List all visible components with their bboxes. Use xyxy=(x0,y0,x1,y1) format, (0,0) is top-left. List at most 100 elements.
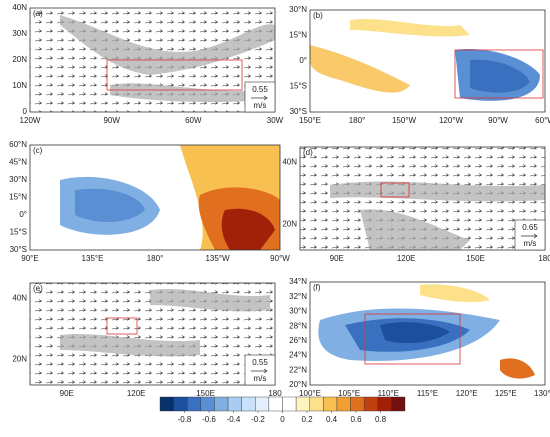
lat-label: 20°N xyxy=(289,380,307,389)
panel-a-field xyxy=(30,8,275,112)
panel-c-field xyxy=(60,145,280,250)
colorbar-box xyxy=(295,396,310,412)
colorbar-box xyxy=(391,396,406,412)
ref-unit: m/s xyxy=(254,374,267,383)
ref-unit: m/s xyxy=(524,239,537,248)
lon-label: 60°W xyxy=(535,116,550,125)
colorbar-label: 0.4 xyxy=(326,415,338,424)
panel-label: (f) xyxy=(313,283,321,292)
colorbar-box xyxy=(336,396,351,412)
lon-label: 30W xyxy=(267,116,284,125)
colorbar-box xyxy=(377,396,392,412)
lat-label: 10N xyxy=(12,81,27,90)
colorbar-label: -0.2 xyxy=(251,415,265,424)
colorbar-label: -0.4 xyxy=(227,415,241,424)
lon-label: 150E xyxy=(196,389,215,398)
panel-label: (b) xyxy=(313,11,323,20)
lon-label: 120E xyxy=(127,389,146,398)
lat-label: 22°N xyxy=(289,365,307,374)
lon-label: 120E xyxy=(397,254,416,263)
panel-frame xyxy=(29,144,281,251)
colorbar-label: 0.8 xyxy=(375,415,387,424)
colorbar-box xyxy=(214,396,229,412)
panel-frame xyxy=(309,281,546,386)
ref-unit: m/s xyxy=(254,101,267,110)
colorbar-box xyxy=(350,396,365,412)
lat-label: 28°N xyxy=(289,321,307,330)
lon-label: 180° xyxy=(349,116,366,125)
lat-label: 40N xyxy=(12,3,27,12)
lat-label: 30N xyxy=(12,29,27,38)
ref-arrow xyxy=(251,95,268,101)
lat-label: 30°S xyxy=(10,245,27,254)
ref-box xyxy=(244,354,276,386)
ref-arrow xyxy=(521,233,538,239)
lon-label: 120W xyxy=(20,116,41,125)
lat-label: 32°N xyxy=(289,292,307,301)
lat-label: 15°N xyxy=(9,193,27,202)
lon-label: 150°E xyxy=(299,116,321,125)
lat-label: 24°N xyxy=(289,351,307,360)
lon-label: 125°E xyxy=(495,389,517,398)
colorbar-box xyxy=(227,396,242,412)
panel-b-field xyxy=(310,18,544,101)
ref-value: 0.65 xyxy=(522,223,538,232)
lon-label: 180 xyxy=(538,254,550,263)
lat-label: 20N xyxy=(12,55,27,64)
ref-box xyxy=(244,81,276,113)
lon-label: 150E xyxy=(466,254,485,263)
colorbar-box xyxy=(309,396,324,412)
lat-label: 15°S xyxy=(10,228,27,237)
colorbar-label: -0.6 xyxy=(202,415,216,424)
lat-label: 26°N xyxy=(289,336,307,345)
panel-frame xyxy=(29,7,276,113)
lat-label: 20N xyxy=(282,219,297,228)
panel-label: (a) xyxy=(33,9,43,18)
lon-label: 90W xyxy=(103,116,120,125)
ref-arrow xyxy=(251,368,268,374)
lat-label: 45°N xyxy=(9,158,27,167)
lon-label: 90°E xyxy=(21,254,38,263)
lat-label: 15°S xyxy=(290,82,307,91)
colorbar-label: -0.8 xyxy=(178,415,192,424)
lon-label: 180 xyxy=(268,389,282,398)
colorbar-box xyxy=(268,396,283,412)
colorbar-box xyxy=(282,396,297,412)
lat-label: 15°N xyxy=(289,31,307,40)
panel-frame xyxy=(29,282,276,386)
panel-f-field xyxy=(318,284,535,379)
lon-label: 90°W xyxy=(488,116,508,125)
panel-label: (c) xyxy=(33,146,43,155)
lon-label: 105°E xyxy=(338,389,360,398)
lat-label: 34°N xyxy=(289,277,307,286)
lat-label: 40N xyxy=(282,158,297,167)
panel-label: (e) xyxy=(33,284,43,293)
lon-label: 90E xyxy=(60,389,74,398)
colorbar-box xyxy=(159,396,174,412)
panel-e-field xyxy=(30,283,275,385)
lon-label: 90E xyxy=(330,254,344,263)
lat-label: 30°N xyxy=(289,5,307,14)
lon-label: 100°E xyxy=(299,389,321,398)
lat-label: 40N xyxy=(12,293,27,302)
lon-label: 120°W xyxy=(439,116,464,125)
colorbar-box xyxy=(323,396,338,412)
lat-label: 60°N xyxy=(9,140,27,149)
lat-label: 30°N xyxy=(289,307,307,316)
lat-label: 0° xyxy=(19,210,27,219)
colorbar-box xyxy=(200,396,215,412)
lat-label: 30°S xyxy=(290,107,307,116)
panel-d-field xyxy=(300,147,545,250)
colorbar-label: 0 xyxy=(280,415,285,424)
lon-label: 135°E xyxy=(82,254,104,263)
lon-label: 110°E xyxy=(378,389,399,398)
panel-label: (d) xyxy=(303,148,313,157)
lat-label: 30°N xyxy=(9,175,27,184)
lon-label: 135°W xyxy=(205,254,230,263)
colorbar-box xyxy=(241,396,256,412)
colorbar-label: 0.2 xyxy=(301,415,313,424)
ref-box xyxy=(514,219,546,251)
lon-label: 60W xyxy=(185,116,202,125)
colorbar-box xyxy=(173,396,188,412)
